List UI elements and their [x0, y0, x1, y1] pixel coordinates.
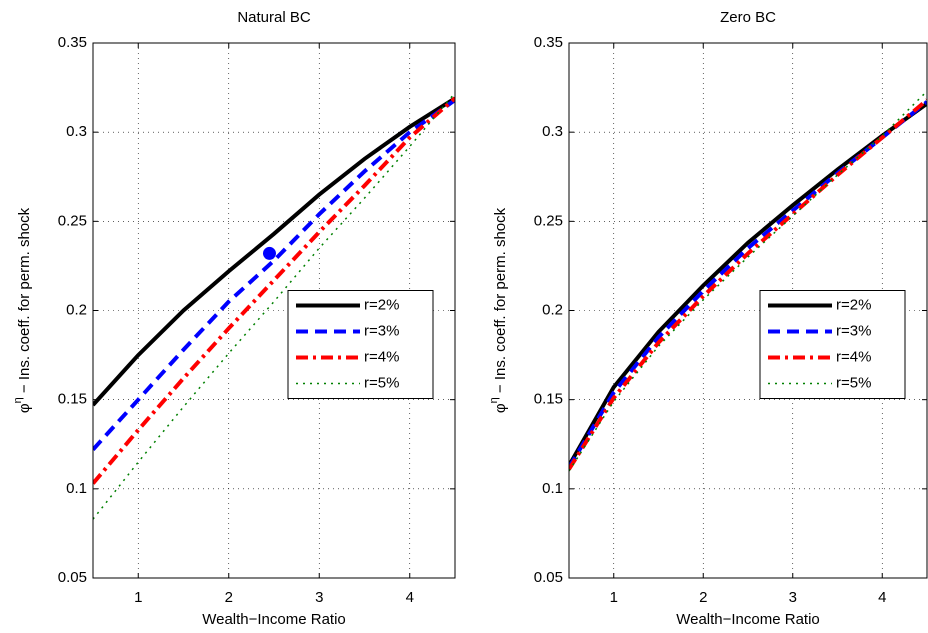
y-axis-label: φη − Ins. coeff. for perm. shock: [12, 207, 33, 413]
legend-label: r=3%: [836, 322, 871, 339]
chart-title: Natural BC: [237, 9, 311, 26]
legend-label: r=2%: [364, 296, 399, 313]
y-tick-label: 0.1: [542, 480, 563, 497]
legend: r=2% r=3% r=4% r=5%: [759, 290, 906, 399]
y-tick-label: 0.35: [58, 34, 87, 51]
legend-label: r=4%: [836, 348, 871, 365]
y-tick-label: 0.3: [66, 123, 87, 140]
y-tick-label: 0.15: [534, 391, 563, 408]
axes: 1 2 3 4 0.05 0.1 0.15 0.2 0.25 0.3 0.35 Natural BC W…: [12, 9, 456, 628]
x-tick-label: 2: [699, 589, 707, 606]
legend-label: r=5%: [836, 374, 871, 391]
legend: r=2% r=3% r=4% r=5%: [287, 290, 434, 399]
legend-box: [287, 290, 434, 399]
y-tick-label: 0.05: [534, 569, 563, 586]
y-tick-label: 0.2: [542, 301, 563, 318]
x-axis-label: Wealth−Income Ratio: [676, 611, 820, 628]
y-tick-label: 0.3: [542, 123, 563, 140]
x-tick-label: 3: [789, 589, 797, 606]
series-line: [569, 100, 927, 469]
series-line: [569, 90, 927, 472]
y-axis-superscript: η: [488, 397, 500, 403]
series-line: [93, 98, 455, 451]
x-tick-label: 1: [134, 589, 142, 606]
axes: 1 2 3 4 0.05 0.1 0.15 0.2 0.25 0.3 0.35 Zero BC Weal…: [488, 9, 928, 628]
legend-label: r=2%: [836, 296, 871, 313]
y-axis-superscript: η: [12, 397, 24, 403]
y-tick-label: 0.2: [66, 301, 87, 318]
y-axis-label: φη − Ins. coeff. for perm. shock: [488, 207, 509, 413]
y-tick-label: 0.15: [58, 391, 87, 408]
legend-label: r=5%: [364, 374, 399, 391]
marker: [262, 246, 276, 260]
y-axis-symbol: φ: [492, 403, 509, 413]
legend-label: r=4%: [364, 348, 399, 365]
y-axis-symbol: φ: [16, 403, 33, 413]
series-line: [93, 96, 455, 407]
x-tick-label: 2: [225, 589, 233, 606]
x-tick-label: 3: [315, 589, 323, 606]
axes-frame: [92, 42, 456, 579]
x-tick-label: 1: [610, 589, 618, 606]
axes-frame: [568, 42, 928, 579]
y-tick-label: 0.1: [66, 480, 87, 497]
y-tick-label: 0.25: [58, 212, 87, 229]
x-tick-label: 4: [406, 589, 414, 606]
x-axis-label: Wealth−Income Ratio: [202, 611, 346, 628]
y-tick-label: 0.05: [58, 569, 87, 586]
legend-label: r=3%: [364, 322, 399, 339]
y-axis-text: − Ins. coeff. for perm. shock: [16, 207, 33, 397]
series-line: [569, 98, 927, 471]
chart-title: Zero BC: [720, 9, 776, 26]
y-tick-label: 0.25: [534, 212, 563, 229]
y-tick-label: 0.35: [534, 34, 563, 51]
legend-box: [759, 290, 906, 399]
series-line: [93, 96, 455, 485]
x-tick-label: 4: [878, 589, 886, 606]
y-axis-text: − Ins. coeff. for perm. shock: [492, 207, 509, 397]
